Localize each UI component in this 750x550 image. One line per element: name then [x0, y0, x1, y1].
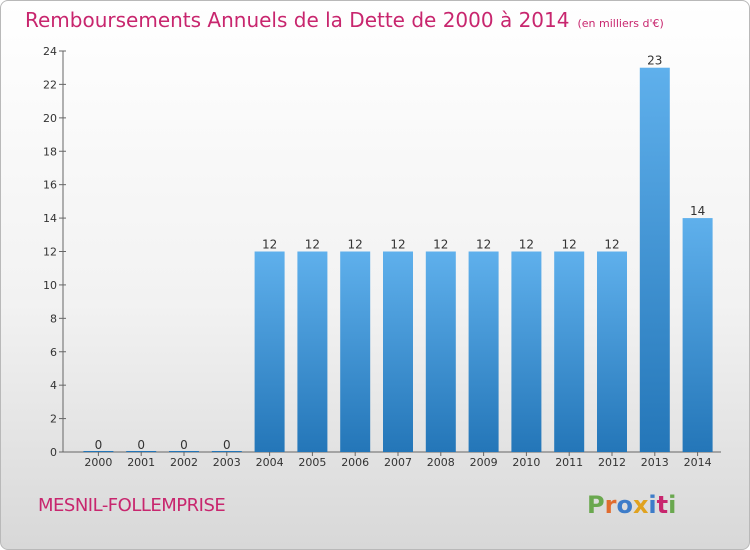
bar	[126, 451, 157, 452]
x-tick-label: 2010	[512, 456, 540, 469]
logo-letter: i	[648, 491, 657, 519]
bar	[340, 251, 371, 452]
x-tick-label: 2014	[684, 456, 712, 469]
bar	[554, 251, 585, 452]
logo-letter: x	[632, 491, 649, 519]
x-tick-label: 2011	[555, 456, 583, 469]
data-label: 12	[390, 238, 405, 252]
x-tick-label: 2013	[641, 456, 669, 469]
data-label: 0	[95, 438, 103, 452]
y-tick-label: 6	[50, 346, 57, 359]
data-label: 23	[647, 54, 662, 68]
data-label: 0	[180, 438, 188, 452]
y-tick-label: 24	[43, 45, 57, 58]
bar	[425, 251, 456, 452]
data-label: 12	[476, 238, 491, 252]
bar	[169, 451, 199, 452]
logo-letter: P	[587, 491, 605, 519]
y-tick-label: 8	[50, 312, 57, 325]
y-tick-label: 4	[50, 379, 57, 392]
y-tick-label: 12	[43, 246, 57, 259]
bar	[211, 451, 242, 452]
y-tick-label: 10	[43, 279, 57, 292]
x-tick-label: 2006	[341, 456, 369, 469]
x-tick-label: 2012	[598, 456, 626, 469]
chart-title: Remboursements Annuels de la Dette de 20…	[25, 8, 664, 32]
bar	[297, 251, 328, 452]
chart-title-text: Remboursements Annuels de la Dette de 20…	[25, 8, 570, 32]
x-tick-label: 2003	[213, 456, 241, 469]
logo-letter: i	[668, 491, 677, 519]
data-label: 14	[690, 204, 705, 218]
bar	[83, 451, 114, 452]
data-label: 12	[305, 238, 320, 252]
y-tick-label: 20	[43, 112, 57, 125]
x-tick-label: 2005	[298, 456, 326, 469]
logo-letter: o	[616, 491, 633, 519]
data-label: 12	[348, 238, 363, 252]
y-tick-label: 18	[43, 145, 57, 158]
bar	[682, 218, 713, 452]
bar	[468, 251, 499, 452]
y-tick-label: 0	[50, 446, 57, 459]
data-label: 12	[262, 238, 277, 252]
x-tick-label: 2002	[170, 456, 198, 469]
y-tick-label: 2	[50, 413, 57, 426]
proxiti-logo: Proxiti	[587, 491, 676, 519]
bar	[511, 251, 542, 452]
x-tick-label: 2001	[127, 456, 155, 469]
logo-letter: t	[656, 491, 669, 519]
data-label: 12	[433, 238, 448, 252]
bar	[597, 251, 627, 452]
x-tick-label: 2007	[384, 456, 412, 469]
data-label: 12	[562, 238, 577, 252]
chart-unit: (en milliers d'€)	[577, 17, 664, 30]
bar	[254, 251, 285, 452]
data-label: 12	[519, 238, 534, 252]
data-label: 0	[223, 438, 231, 452]
x-tick-label: 2004	[256, 456, 284, 469]
y-tick-label: 22	[43, 78, 57, 91]
bar	[639, 67, 670, 452]
x-tick-label: 2008	[427, 456, 455, 469]
bar	[383, 251, 413, 452]
x-tick-label: 2009	[470, 456, 498, 469]
data-label: 12	[604, 238, 619, 252]
y-tick-label: 16	[43, 179, 57, 192]
place-name: MESNIL-FOLLEMPRISE	[38, 495, 226, 516]
y-tick-label: 14	[43, 212, 57, 225]
x-tick-label: 2000	[84, 456, 112, 469]
data-label: 0	[137, 438, 145, 452]
logo-letter: r	[604, 491, 617, 519]
